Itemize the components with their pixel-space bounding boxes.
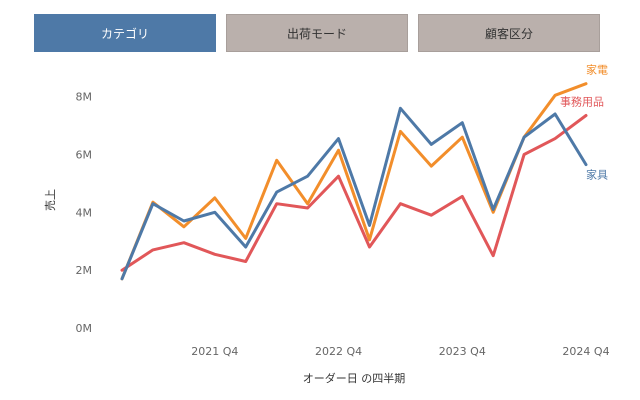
series-label: 家具 xyxy=(586,168,608,182)
x-tick-label: 2021 Q4 xyxy=(191,345,238,358)
series-line[interactable] xyxy=(120,114,588,272)
series-line[interactable] xyxy=(120,106,588,281)
y-tick-label: 2M xyxy=(76,264,93,277)
y-axis-title: 売上 xyxy=(44,189,57,211)
x-tick-label: 2023 Q4 xyxy=(439,345,486,358)
x-axis-title: オーダー日 の四半期 xyxy=(303,371,406,385)
tab-category[interactable]: カテゴリ xyxy=(34,14,216,52)
chart-axes: 0M 2M 4M 6M 8M 2021 Q4 2022 Q4 2023 Q4 2024 Q4 オー… xyxy=(44,91,610,385)
x-tick-label: 2022 Q4 xyxy=(315,345,362,358)
x-tick-label: 2024 Q4 xyxy=(562,345,609,358)
y-tick-label: 8M xyxy=(76,91,93,104)
tab-customer-segment[interactable]: 顧客区分 xyxy=(418,14,600,52)
chart-series xyxy=(120,82,588,281)
tab-ship-mode[interactable]: 出荷モード xyxy=(226,14,408,52)
y-tick-label: 0M xyxy=(76,322,93,335)
y-tick-label: 4M xyxy=(76,206,93,219)
y-tick-label: 6M xyxy=(76,149,93,162)
series-label: 事務用品 xyxy=(560,94,604,108)
series-label: 家電 xyxy=(586,63,608,77)
